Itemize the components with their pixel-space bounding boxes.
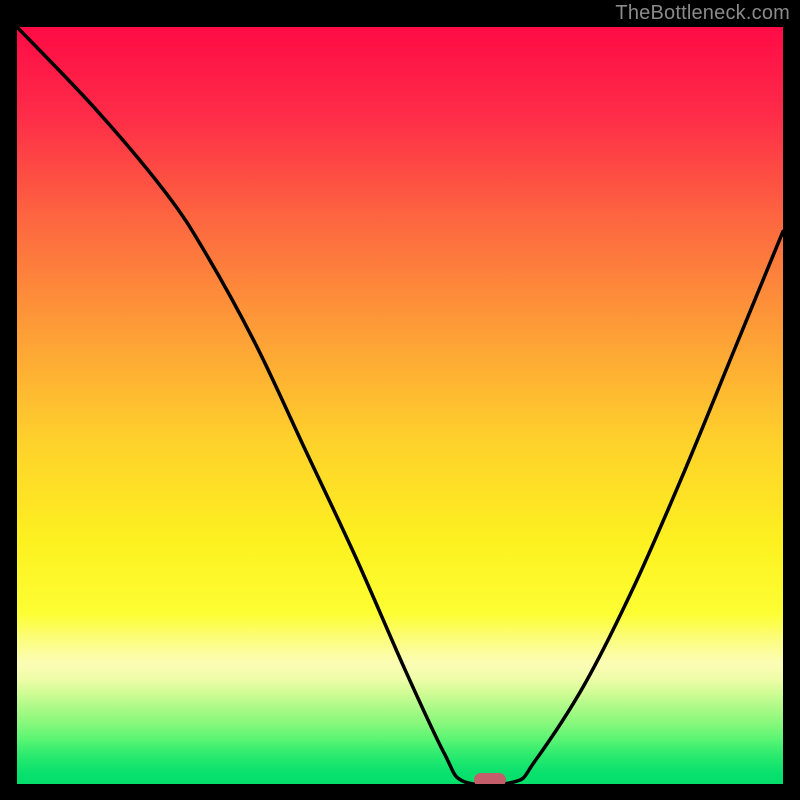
stage: TheBottleneck.com — [0, 0, 800, 800]
chart-area — [17, 27, 783, 784]
attribution-label: TheBottleneck.com — [615, 2, 790, 25]
gradient-background — [17, 27, 783, 784]
